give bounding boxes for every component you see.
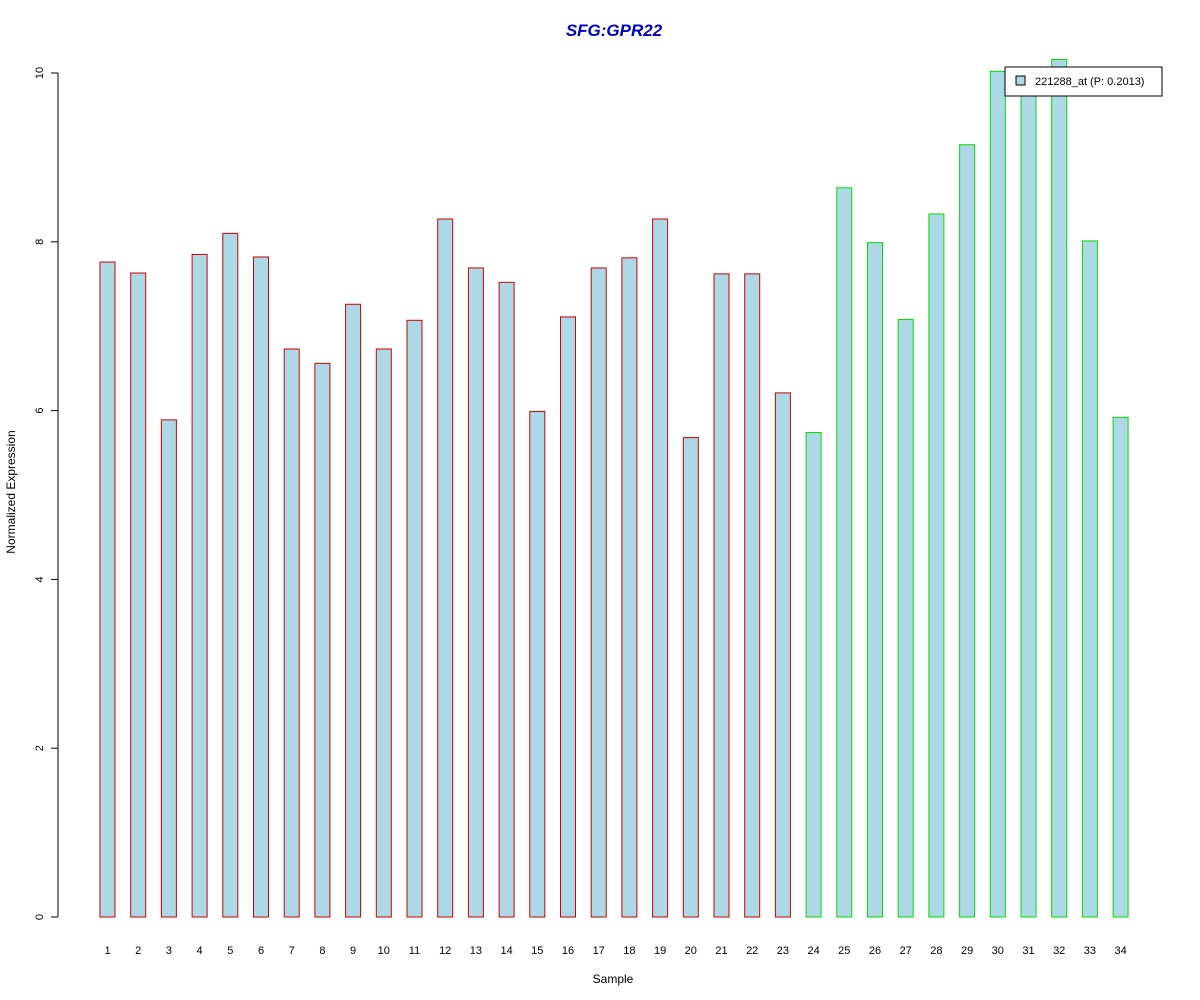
y-tick-label: 4 (34, 576, 46, 582)
bar-sample-22 (744, 273, 761, 918)
bars (99, 58, 1129, 918)
bar-sample-5 (222, 232, 239, 918)
bar-sample-8 (314, 362, 331, 918)
x-tick-label: 3 (166, 945, 172, 957)
x-tick-label: 32 (1053, 945, 1065, 957)
y-tick-label: 2 (34, 745, 46, 751)
bar-sample-15 (529, 410, 546, 918)
bar-sample-13 (467, 267, 484, 918)
y-tick-label: 6 (34, 408, 46, 414)
bar-sample-24 (805, 432, 822, 918)
x-tick-label: 18 (623, 945, 635, 957)
x-tick-label: 30 (992, 945, 1004, 957)
bar-sample-29 (959, 144, 976, 918)
bar-sample-27 (897, 318, 914, 918)
x-tick-label: 7 (289, 945, 295, 957)
bar-sample-19 (652, 218, 669, 918)
bar-sample-18 (621, 257, 638, 918)
y-tick-label: 8 (34, 239, 46, 245)
x-tick-label: 10 (378, 945, 390, 957)
x-axis-title: Sample (593, 972, 634, 986)
bar-sample-23 (774, 392, 791, 918)
x-tick-label: 23 (777, 945, 789, 957)
y-tick-label: 0 (34, 914, 46, 920)
x-tick-label: 29 (961, 945, 973, 957)
x-tick-label: 1 (104, 945, 110, 957)
x-tick-label: 22 (746, 945, 758, 957)
x-tick-label: 24 (807, 945, 819, 957)
bar-sample-21 (713, 273, 730, 918)
bar-sample-14 (498, 281, 515, 918)
legend: 221288_at (P: 0.2013) (1004, 66, 1163, 97)
bar-sample-3 (160, 419, 177, 918)
x-tick-label: 12 (439, 945, 451, 957)
x-tick-label: 9 (350, 945, 356, 957)
x-tick-label: 14 (500, 945, 512, 957)
bar-sample-31 (1020, 91, 1037, 918)
bar-sample-10 (375, 348, 392, 918)
x-tick-label: 6 (258, 945, 264, 957)
x-tick-label: 21 (715, 945, 727, 957)
x-tick-label: 13 (470, 945, 482, 957)
bar-sample-30 (989, 70, 1006, 918)
bar-sample-2 (130, 272, 147, 918)
x-tick-label: 2 (135, 945, 141, 957)
x-tick-label: 16 (562, 945, 574, 957)
x-tick-label: 8 (319, 945, 325, 957)
legend-swatch (1015, 75, 1026, 86)
x-tick-label: 20 (685, 945, 697, 957)
y-axis: 0 2 4 6 8 10 (34, 67, 59, 920)
y-axis-title: Normalized Expression (4, 430, 18, 553)
bar-sample-28 (928, 213, 945, 918)
legend-label: 221288_at (P: 0.2013) (1035, 76, 1144, 88)
chart-title: SFG:GPR22 (566, 21, 663, 40)
x-tick-label: 17 (593, 945, 605, 957)
x-tick-label: 4 (197, 945, 203, 957)
bar-sample-11 (406, 319, 423, 918)
x-tick-label: 31 (1022, 945, 1034, 957)
bar-sample-12 (437, 218, 454, 918)
legend-box (1004, 66, 1163, 97)
x-tick-label: 5 (227, 945, 233, 957)
bar-sample-20 (682, 437, 699, 918)
x-tick-label: 27 (900, 945, 912, 957)
bar-sample-7 (283, 348, 300, 918)
bar-sample-25 (836, 187, 853, 918)
x-tick-labels: 1 2 3 4 5 6 7 8 9 10 11 12 13 14 15 16 17 18 19 20 21 22 23 24 2… (104, 945, 1126, 957)
x-tick-label: 34 (1114, 945, 1126, 957)
y-tick-label: 10 (34, 67, 46, 79)
x-tick-label: 28 (930, 945, 942, 957)
bar-sample-6 (253, 256, 269, 918)
bar-sample-1 (99, 261, 116, 918)
bar-sample-4 (191, 253, 208, 918)
bar-sample-34 (1112, 416, 1129, 918)
x-tick-label: 15 (531, 945, 543, 957)
bar-sample-26 (867, 242, 883, 918)
bar-sample-33 (1081, 240, 1098, 918)
bar-sample-16 (560, 316, 576, 918)
x-tick-label: 25 (838, 945, 850, 957)
bar-sample-9 (345, 303, 362, 918)
bar-sample-17 (590, 267, 607, 918)
x-tick-label: 26 (869, 945, 881, 957)
x-tick-label: 33 (1084, 945, 1096, 957)
x-tick-label: 11 (409, 945, 420, 957)
bar-sample-32 (1051, 58, 1068, 918)
x-tick-label: 19 (654, 945, 666, 957)
